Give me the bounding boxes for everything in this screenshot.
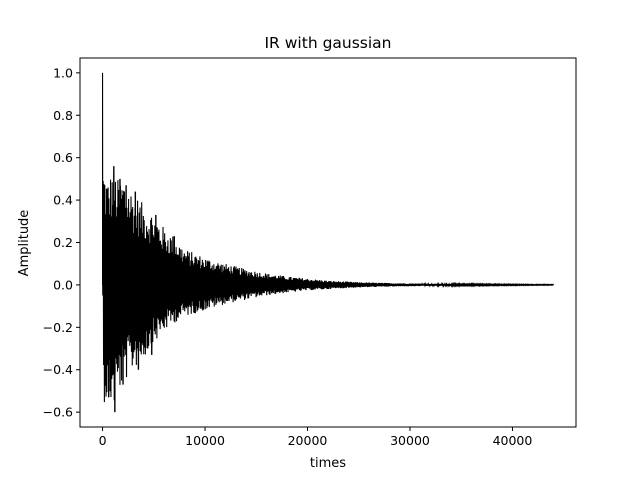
- x-tick-label: 30000: [390, 433, 430, 448]
- y-tick-label: 0.0: [53, 277, 73, 292]
- x-axis: 0 10000 20000 30000 40000: [99, 427, 533, 448]
- y-tick-label: −0.6: [43, 405, 73, 420]
- x-axis-label: times: [310, 456, 346, 471]
- y-tick-label: 0.4: [53, 193, 73, 208]
- plot-area: [102, 72, 554, 413]
- x-tick-label: 20000: [288, 433, 328, 448]
- y-tick-label: 0.2: [53, 235, 73, 250]
- y-tick-label: 1.0: [53, 65, 73, 80]
- y-axis: −0.6 −0.4 −0.2 0.0 0.2 0.4 0.6 0.8 1.0: [43, 65, 80, 420]
- y-tick-label: −0.4: [43, 362, 73, 377]
- y-axis-label: Amplitude: [17, 210, 32, 277]
- y-tick-label: 0.8: [53, 108, 73, 123]
- x-tick-label: 0: [99, 433, 107, 448]
- y-tick-label: −0.2: [43, 320, 73, 335]
- y-tick-label: 0.6: [53, 150, 73, 165]
- chart-title: IR with gaussian: [264, 34, 391, 52]
- x-tick-label: 10000: [185, 433, 225, 448]
- series-line: [102, 72, 554, 403]
- x-tick-label: 40000: [493, 433, 533, 448]
